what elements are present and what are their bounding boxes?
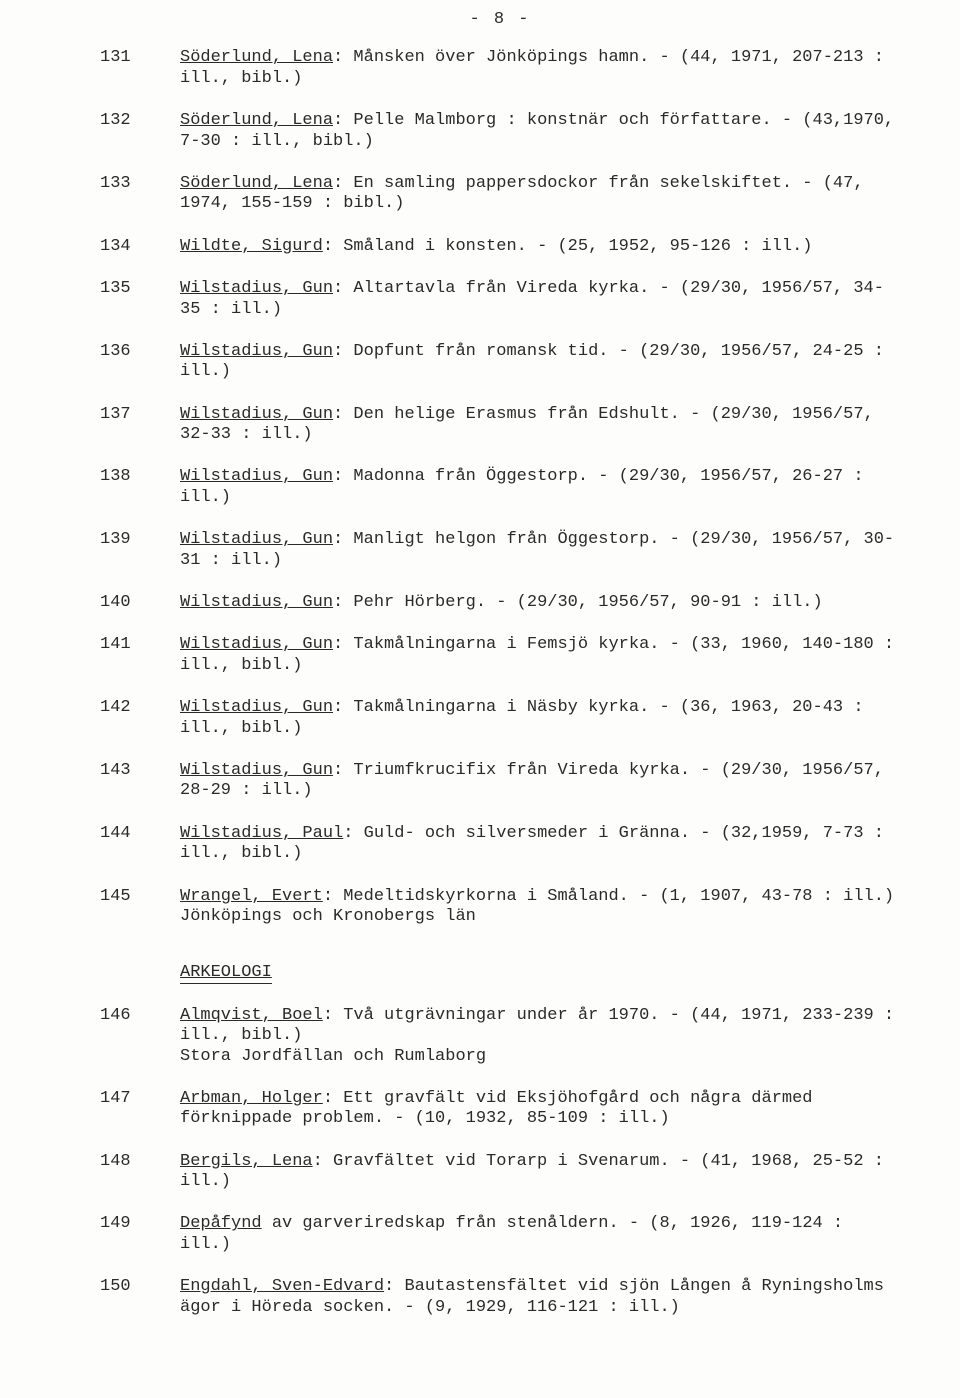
bibliography-entry: 135Wilstadius, Gun: Altartavla från Vire… [100,279,900,320]
entry-body: Wrangel, Evert: Medeltidskyrkorna i Smål… [180,887,900,928]
entry-body: Söderlund, Lena: Månsken över Jönköpings… [180,48,900,89]
bibliography-entry: 149Depåfynd av garveriredskap från stenå… [100,1214,900,1255]
entry-number: 149 [100,1214,180,1234]
entries-bottom-group: 146Almqvist, Boel: Två utgrävningar unde… [100,1006,900,1318]
bibliography-entry: 145Wrangel, Evert: Medeltidskyrkorna i S… [100,887,900,928]
entry-author: Depåfynd [180,1214,262,1233]
entry-body: Wilstadius, Paul: Guld- och silversmeder… [180,824,900,865]
entry-author: Wilstadius, Gun [180,698,333,717]
entry-number: 133 [100,174,180,194]
entry-body: Wilstadius, Gun: Den helige Erasmus från… [180,405,900,446]
bibliography-entry: 136Wilstadius, Gun: Dopfunt från romansk… [100,342,900,383]
entry-body: Wilstadius, Gun: Takmålningarna i Näsby … [180,698,900,739]
entry-author: Engdahl, Sven-Edvard [180,1277,384,1296]
entry-author: Wrangel, Evert [180,887,323,906]
entry-body: Söderlund, Lena: Pelle Malmborg : konstn… [180,111,900,152]
entry-number: 148 [100,1152,180,1172]
section-heading: ARKEOLOGI [180,963,900,983]
entry-number: 135 [100,279,180,299]
entry-body: Söderlund, Lena: En samling pappersdocko… [180,174,900,215]
entry-author: Söderlund, Lena [180,111,333,130]
bibliography-entry: 140Wilstadius, Gun: Pehr Hörberg. - (29/… [100,593,900,613]
entry-author: Wilstadius, Gun [180,530,333,549]
entry-author: Wilstadius, Gun [180,761,333,780]
entry-number: 147 [100,1089,180,1109]
entry-author: Wilstadius, Gun [180,593,333,612]
entry-number: 141 [100,635,180,655]
entry-body: Almqvist, Boel: Två utgrävningar under å… [180,1006,900,1067]
bibliography-entry: 141Wilstadius, Gun: Takmålningarna i Fem… [100,635,900,676]
entry-number: 144 [100,824,180,844]
entry-body: Wilstadius, Gun: Dopfunt från romansk ti… [180,342,900,383]
entry-author: Wilstadius, Gun [180,405,333,424]
entry-text: av garveriredskap från stenåldern. - (8,… [180,1214,843,1253]
entry-note: Stora Jordfällan och Rumlaborg [180,1047,486,1066]
entry-author: Wilstadius, Gun [180,635,333,654]
section-heading-text: ARKEOLOGI [180,963,272,984]
entry-number: 137 [100,405,180,425]
entry-number: 142 [100,698,180,718]
entry-note: Jönköpings och Kronobergs län [180,907,476,926]
entry-author: Söderlund, Lena [180,48,333,67]
page-number: - 8 - [100,10,900,30]
entry-body: Wilstadius, Gun: Manligt helgon från Ögg… [180,530,900,571]
bibliography-entry: 138Wilstadius, Gun: Madonna från Öggesto… [100,467,900,508]
entry-body: Wilstadius, Gun: Pehr Hörberg. - (29/30,… [180,593,900,613]
entry-body: Wilstadius, Gun: Altartavla från Vireda … [180,279,900,320]
scanned-page: - 8 - 131Söderlund, Lena: Månsken över J… [0,0,960,1398]
entry-author: Wilstadius, Gun [180,342,333,361]
bibliography-entry: 147Arbman, Holger: Ett gravfält vid Eksj… [100,1089,900,1130]
bibliography-entry: 146Almqvist, Boel: Två utgrävningar unde… [100,1006,900,1067]
bibliography-entry: 144Wilstadius, Paul: Guld- och silversme… [100,824,900,865]
entry-number: 150 [100,1277,180,1297]
bibliography-entry: 133Söderlund, Lena: En samling pappersdo… [100,174,900,215]
entry-number: 136 [100,342,180,362]
bibliography-entry: 150Engdahl, Sven-Edvard: Bautastensfälte… [100,1277,900,1318]
entry-text: : Småland i konsten. - (25, 1952, 95-126… [323,237,813,256]
entry-body: Wildte, Sigurd: Småland i konsten. - (25… [180,237,900,257]
entry-body: Wilstadius, Gun: Triumfkrucifix från Vir… [180,761,900,802]
entry-number: 146 [100,1006,180,1026]
bibliography-entry: 134Wildte, Sigurd: Småland i konsten. - … [100,237,900,257]
entry-author: Wilstadius, Gun [180,279,333,298]
entry-author: Wilstadius, Paul [180,824,343,843]
entry-body: Arbman, Holger: Ett gravfält vid Eksjöho… [180,1089,900,1130]
entry-number: 131 [100,48,180,68]
entry-number: 143 [100,761,180,781]
entry-author: Bergils, Lena [180,1152,313,1171]
bibliography-entry: 143Wilstadius, Gun: Triumfkrucifix från … [100,761,900,802]
entry-number: 132 [100,111,180,131]
entry-text: : Pehr Hörberg. - (29/30, 1956/57, 90-91… [333,593,823,612]
entry-text: : Medeltidskyrkorna i Småland. - (1, 190… [323,887,894,906]
entry-author: Almqvist, Boel [180,1006,323,1025]
bibliography-entry: 142Wilstadius, Gun: Takmålningarna i Näs… [100,698,900,739]
entry-number: 134 [100,237,180,257]
entry-body: Engdahl, Sven-Edvard: Bautastensfältet v… [180,1277,900,1318]
entry-number: 140 [100,593,180,613]
entry-number: 138 [100,467,180,487]
entry-author: Arbman, Holger [180,1089,323,1108]
entry-body: Bergils, Lena: Gravfältet vid Torarp i S… [180,1152,900,1193]
entry-body: Depåfynd av garveriredskap från stenålde… [180,1214,900,1255]
entry-number: 139 [100,530,180,550]
bibliography-entry: 131Söderlund, Lena: Månsken över Jönköpi… [100,48,900,89]
bibliography-entry: 148Bergils, Lena: Gravfältet vid Torarp … [100,1152,900,1193]
entry-author: Wildte, Sigurd [180,237,323,256]
entry-body: Wilstadius, Gun: Madonna från Öggestorp.… [180,467,900,508]
bibliography-entry: 139Wilstadius, Gun: Manligt helgon från … [100,530,900,571]
bibliography-entry: 137Wilstadius, Gun: Den helige Erasmus f… [100,405,900,446]
entry-author: Söderlund, Lena [180,174,333,193]
entry-body: Wilstadius, Gun: Takmålningarna i Femsjö… [180,635,900,676]
entry-number: 145 [100,887,180,907]
entry-author: Wilstadius, Gun [180,467,333,486]
entries-top-group: 131Söderlund, Lena: Månsken över Jönköpi… [100,48,900,927]
bibliography-entry: 132Söderlund, Lena: Pelle Malmborg : kon… [100,111,900,152]
